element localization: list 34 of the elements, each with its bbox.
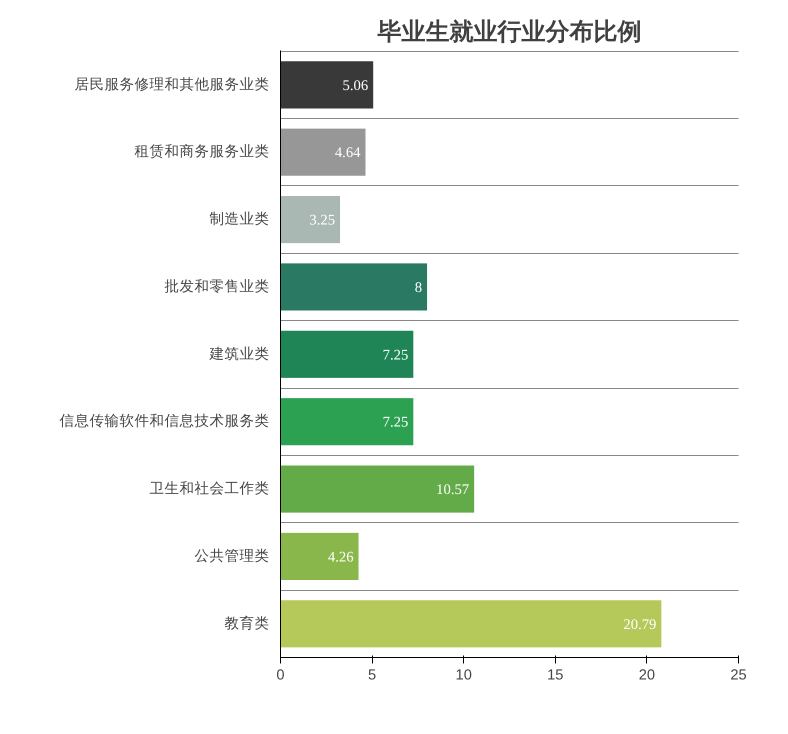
chart-title: 毕业生就业行业分布比例	[376, 18, 642, 46]
bar	[280, 465, 474, 513]
y-tick-label: 租赁和商务服务业类	[134, 143, 270, 160]
bar	[280, 600, 662, 648]
bar	[280, 61, 374, 108]
data-label: 8	[414, 280, 422, 296]
bar	[280, 398, 414, 446]
y-tick-label: 批发和零售业类	[164, 278, 270, 295]
y-tick-label: 居民服务修理和其他服务业类	[74, 76, 270, 93]
x-tick-label: 20	[638, 668, 656, 684]
y-tick-label: 教育类	[224, 614, 270, 632]
y-tick-label: 信息传输软件和信息技术服务类	[60, 412, 270, 430]
x-tick-label: 5	[368, 668, 376, 684]
bar	[280, 532, 359, 580]
y-tick-label: 公共管理类	[194, 547, 270, 564]
data-label: 7.25	[382, 414, 408, 431]
data-label: 10.57	[436, 482, 470, 498]
data-label: 3.25	[309, 212, 336, 229]
x-tick-label: 25	[730, 668, 747, 684]
data-label: 5.06	[342, 78, 368, 94]
data-label: 4.26	[328, 549, 354, 566]
y-tick-label: 卫生和社会工作类	[150, 480, 270, 498]
bar	[280, 128, 366, 176]
x-tick-label: 15	[547, 668, 564, 684]
y-tick-label: 制造业类	[210, 210, 270, 228]
bar	[280, 196, 340, 244]
x-tick-label: 0	[276, 668, 285, 684]
bar	[280, 330, 414, 378]
data-label: 7.25	[382, 347, 408, 364]
y-tick-label: 建筑业类	[208, 345, 270, 362]
bar	[280, 263, 428, 311]
data-label: 4.64	[334, 145, 362, 162]
x-tick-label: 10	[456, 668, 472, 684]
data-label: 20.79	[623, 616, 656, 633]
